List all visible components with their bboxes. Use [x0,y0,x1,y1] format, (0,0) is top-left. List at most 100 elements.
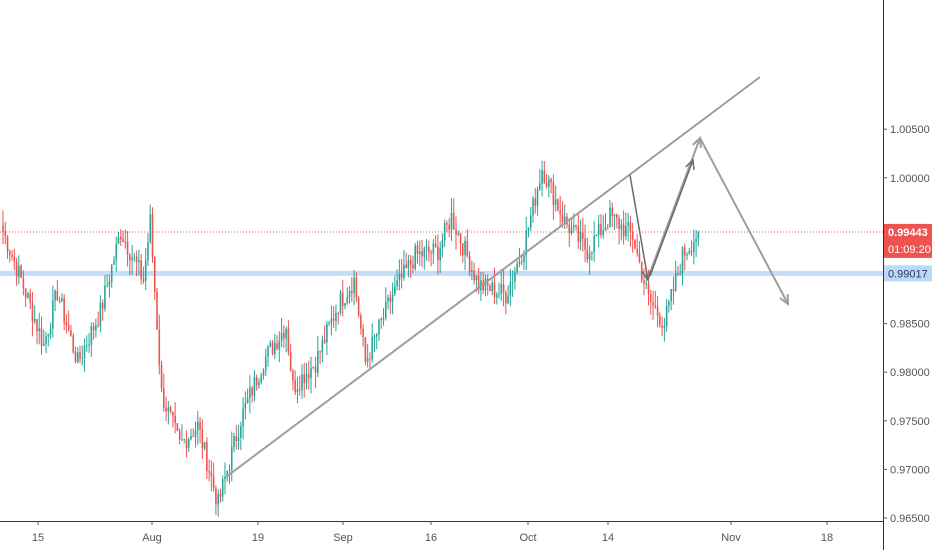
projection-up-arrow-shaft [647,137,701,279]
candle-body [418,251,421,254]
candle-body [645,283,648,285]
candle-body [652,302,654,306]
candle-body [11,254,13,257]
candle-body [280,332,283,341]
candle-body [15,261,18,277]
candle-body [138,260,140,263]
candle-body [285,328,287,339]
candle-body [124,242,127,244]
candle-body [403,264,405,278]
candle-body [33,318,36,322]
candle-body [201,429,204,449]
candle-body [455,229,457,235]
past-drop-arrow[interactable] [629,174,652,282]
candle-body [269,342,272,347]
price-tick-label: 0.97000 [890,464,930,476]
candle-body [144,260,147,282]
candle-body [391,294,394,302]
candle-body [72,335,75,352]
time-tick-label: 15 [32,532,44,544]
candle-body [296,389,299,393]
candle-body [357,297,360,316]
candle-body [384,301,387,319]
candle-body [332,318,335,321]
candle-body [303,374,306,384]
candle-body [253,376,256,396]
time-tick-label: 18 [821,532,833,544]
candle-body [387,297,389,302]
candle-body [414,245,417,269]
trendline[interactable] [225,76,761,478]
candle-body [400,273,403,278]
candle-body [287,328,290,352]
candle-body [430,252,432,254]
candle-body [473,270,475,281]
candle-body [262,370,265,376]
candle-body [659,315,661,326]
candle-body [153,257,156,292]
candle-body [373,336,376,338]
candle-body [135,256,138,263]
time-tick-label: Aug [142,532,162,544]
past-rebound-arrow-head [685,158,695,171]
candle-body [604,227,607,231]
candle-body [6,236,9,252]
candle-body [18,265,20,277]
candle-body [382,318,385,320]
candle-body [459,233,462,244]
candle-body [215,488,217,505]
candle-body [113,260,115,265]
candle-body [83,346,86,359]
candle-body [627,222,629,226]
past-rebound-arrow[interactable] [649,158,695,277]
candle-body [394,286,396,295]
candle-body [568,224,571,234]
candle-body [95,325,97,331]
candle-body [362,328,364,338]
candle-body [242,408,244,427]
candle-body [210,472,213,477]
candle-body [319,351,321,353]
candle-body [371,336,373,360]
candle-body [656,307,659,316]
candle-body [317,351,319,373]
drawings-layer [225,76,790,478]
candle-body [640,261,643,281]
candle-body [572,224,575,228]
candle-body [613,214,616,217]
candle-body [126,242,129,255]
candle-body [255,376,258,386]
support-level-label[interactable]: 0.99017 [884,265,932,282]
candle-body [110,264,113,282]
candle-body [683,247,686,256]
candle-body [380,318,383,320]
candle-body [550,179,552,182]
candle-body [221,479,224,497]
candle-body [548,179,550,187]
candle-body [389,297,392,302]
projection-down-arrow[interactable] [699,137,790,307]
candle-body [545,183,548,187]
candle-body [344,302,346,307]
candle-body [228,469,231,471]
candle-body [606,227,609,229]
candle-body [4,231,7,237]
candle-body [115,243,118,261]
candle-body [611,207,614,217]
projection-down-arrow-shaft [699,137,789,305]
candle-body [199,421,201,430]
candle-body [326,324,328,343]
candle-body [681,247,684,273]
price-tick-label: 0.98000 [890,367,930,379]
candle-body [491,282,494,292]
candle-body [301,374,303,391]
candle-body [489,285,491,292]
candle-body [79,352,81,359]
candle-body [679,272,682,274]
candle-body [360,315,362,329]
candle-body [505,292,507,304]
current-price-label[interactable]: 0.99443 01:09:20 [884,223,932,258]
candle-body [423,248,426,257]
candle-body [600,223,602,236]
